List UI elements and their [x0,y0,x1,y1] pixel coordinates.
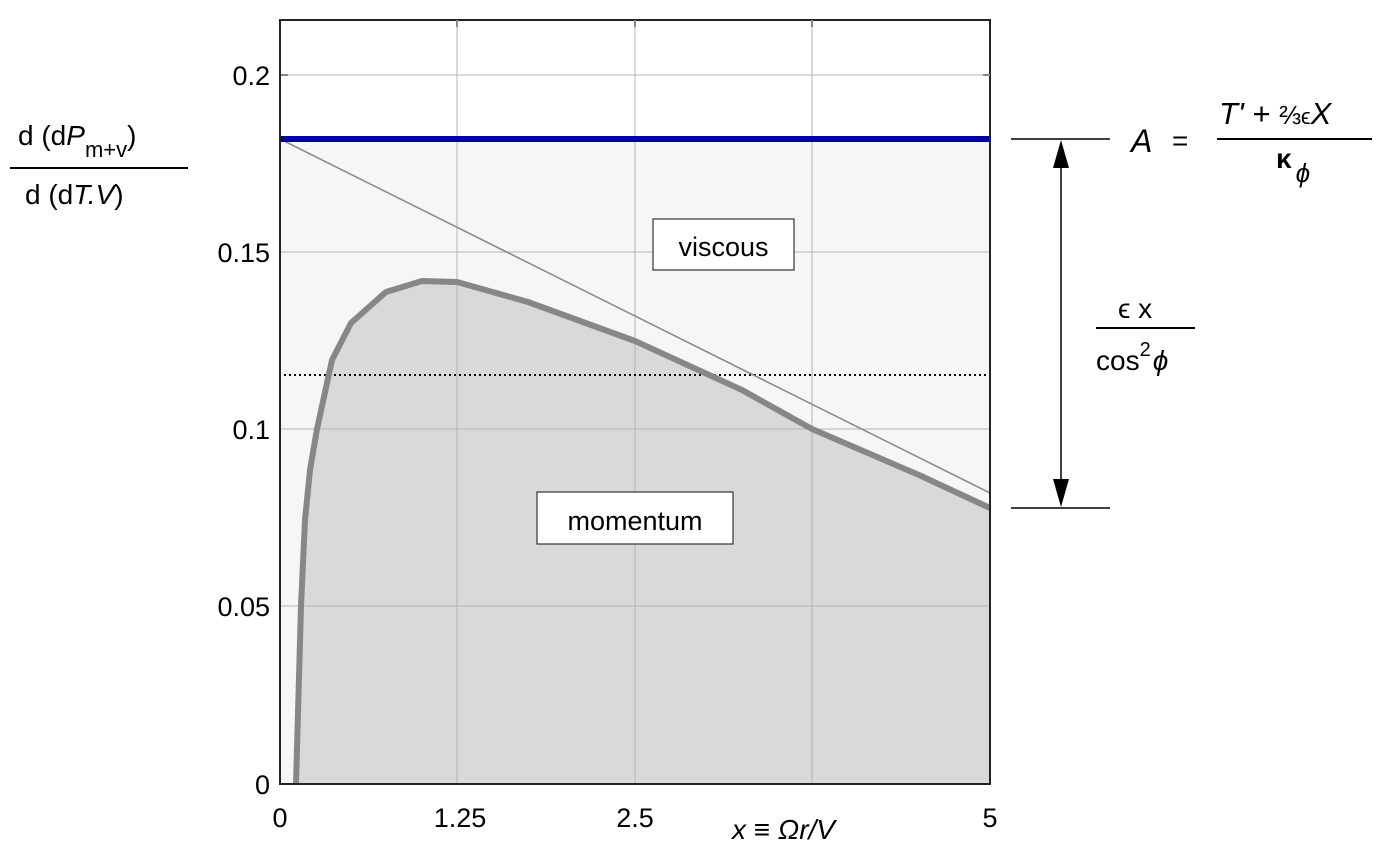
epsilon-fraction: ϵ x cos2ϕ [1096,293,1195,376]
svg-text:ϵ x: ϵ x [1118,293,1152,324]
viscous-label: viscous [678,232,768,262]
y-tick-0.1: 0.1 [232,415,270,445]
svg-text:=: = [1172,125,1188,156]
momentum-curve [293,278,992,785]
x-axis-label: x ≡ Ωr/V [730,814,837,845]
y-tick-0: 0 [255,770,270,800]
grid [280,20,990,784]
viscous-label-box: viscous [652,218,795,271]
x-tick-0: 0 [272,803,287,833]
x-tick-2.5: 2.5 [616,803,654,833]
y-tick-0.2: 0.2 [232,61,270,91]
y-tick-0.15: 0.15 [217,238,270,268]
svg-text:d (dT.V): d (dT.V) [25,179,124,210]
svg-text:κϕ: κϕ [1276,143,1310,188]
viscous-boundary-line [279,138,991,494]
tick-marks [281,20,990,76]
svg-text:A: A [1129,123,1152,159]
y-tick-0.05: 0.05 [217,592,270,622]
dimension-arrow [1011,138,1110,509]
x-tick-1.25: 1.25 [434,803,487,833]
svg-text:T' + ⅔ϵX: T' + ⅔ϵX [1219,96,1333,131]
y-tick-labels: 0 0.05 0.1 0.15 0.2 [217,61,270,800]
x-tick-labels: 0 1.25 2.5 5 [272,803,997,833]
y-axis-label: d (dPm+v) d (dT.V) [10,120,188,210]
x-tick-5: 5 [982,803,997,833]
momentum-label-box: momentum [536,491,734,545]
svg-text:cos2ϕ: cos2ϕ [1096,339,1168,376]
momentum-label: momentum [567,506,702,536]
svg-text:d (dPm+v): d (dPm+v) [18,120,136,162]
